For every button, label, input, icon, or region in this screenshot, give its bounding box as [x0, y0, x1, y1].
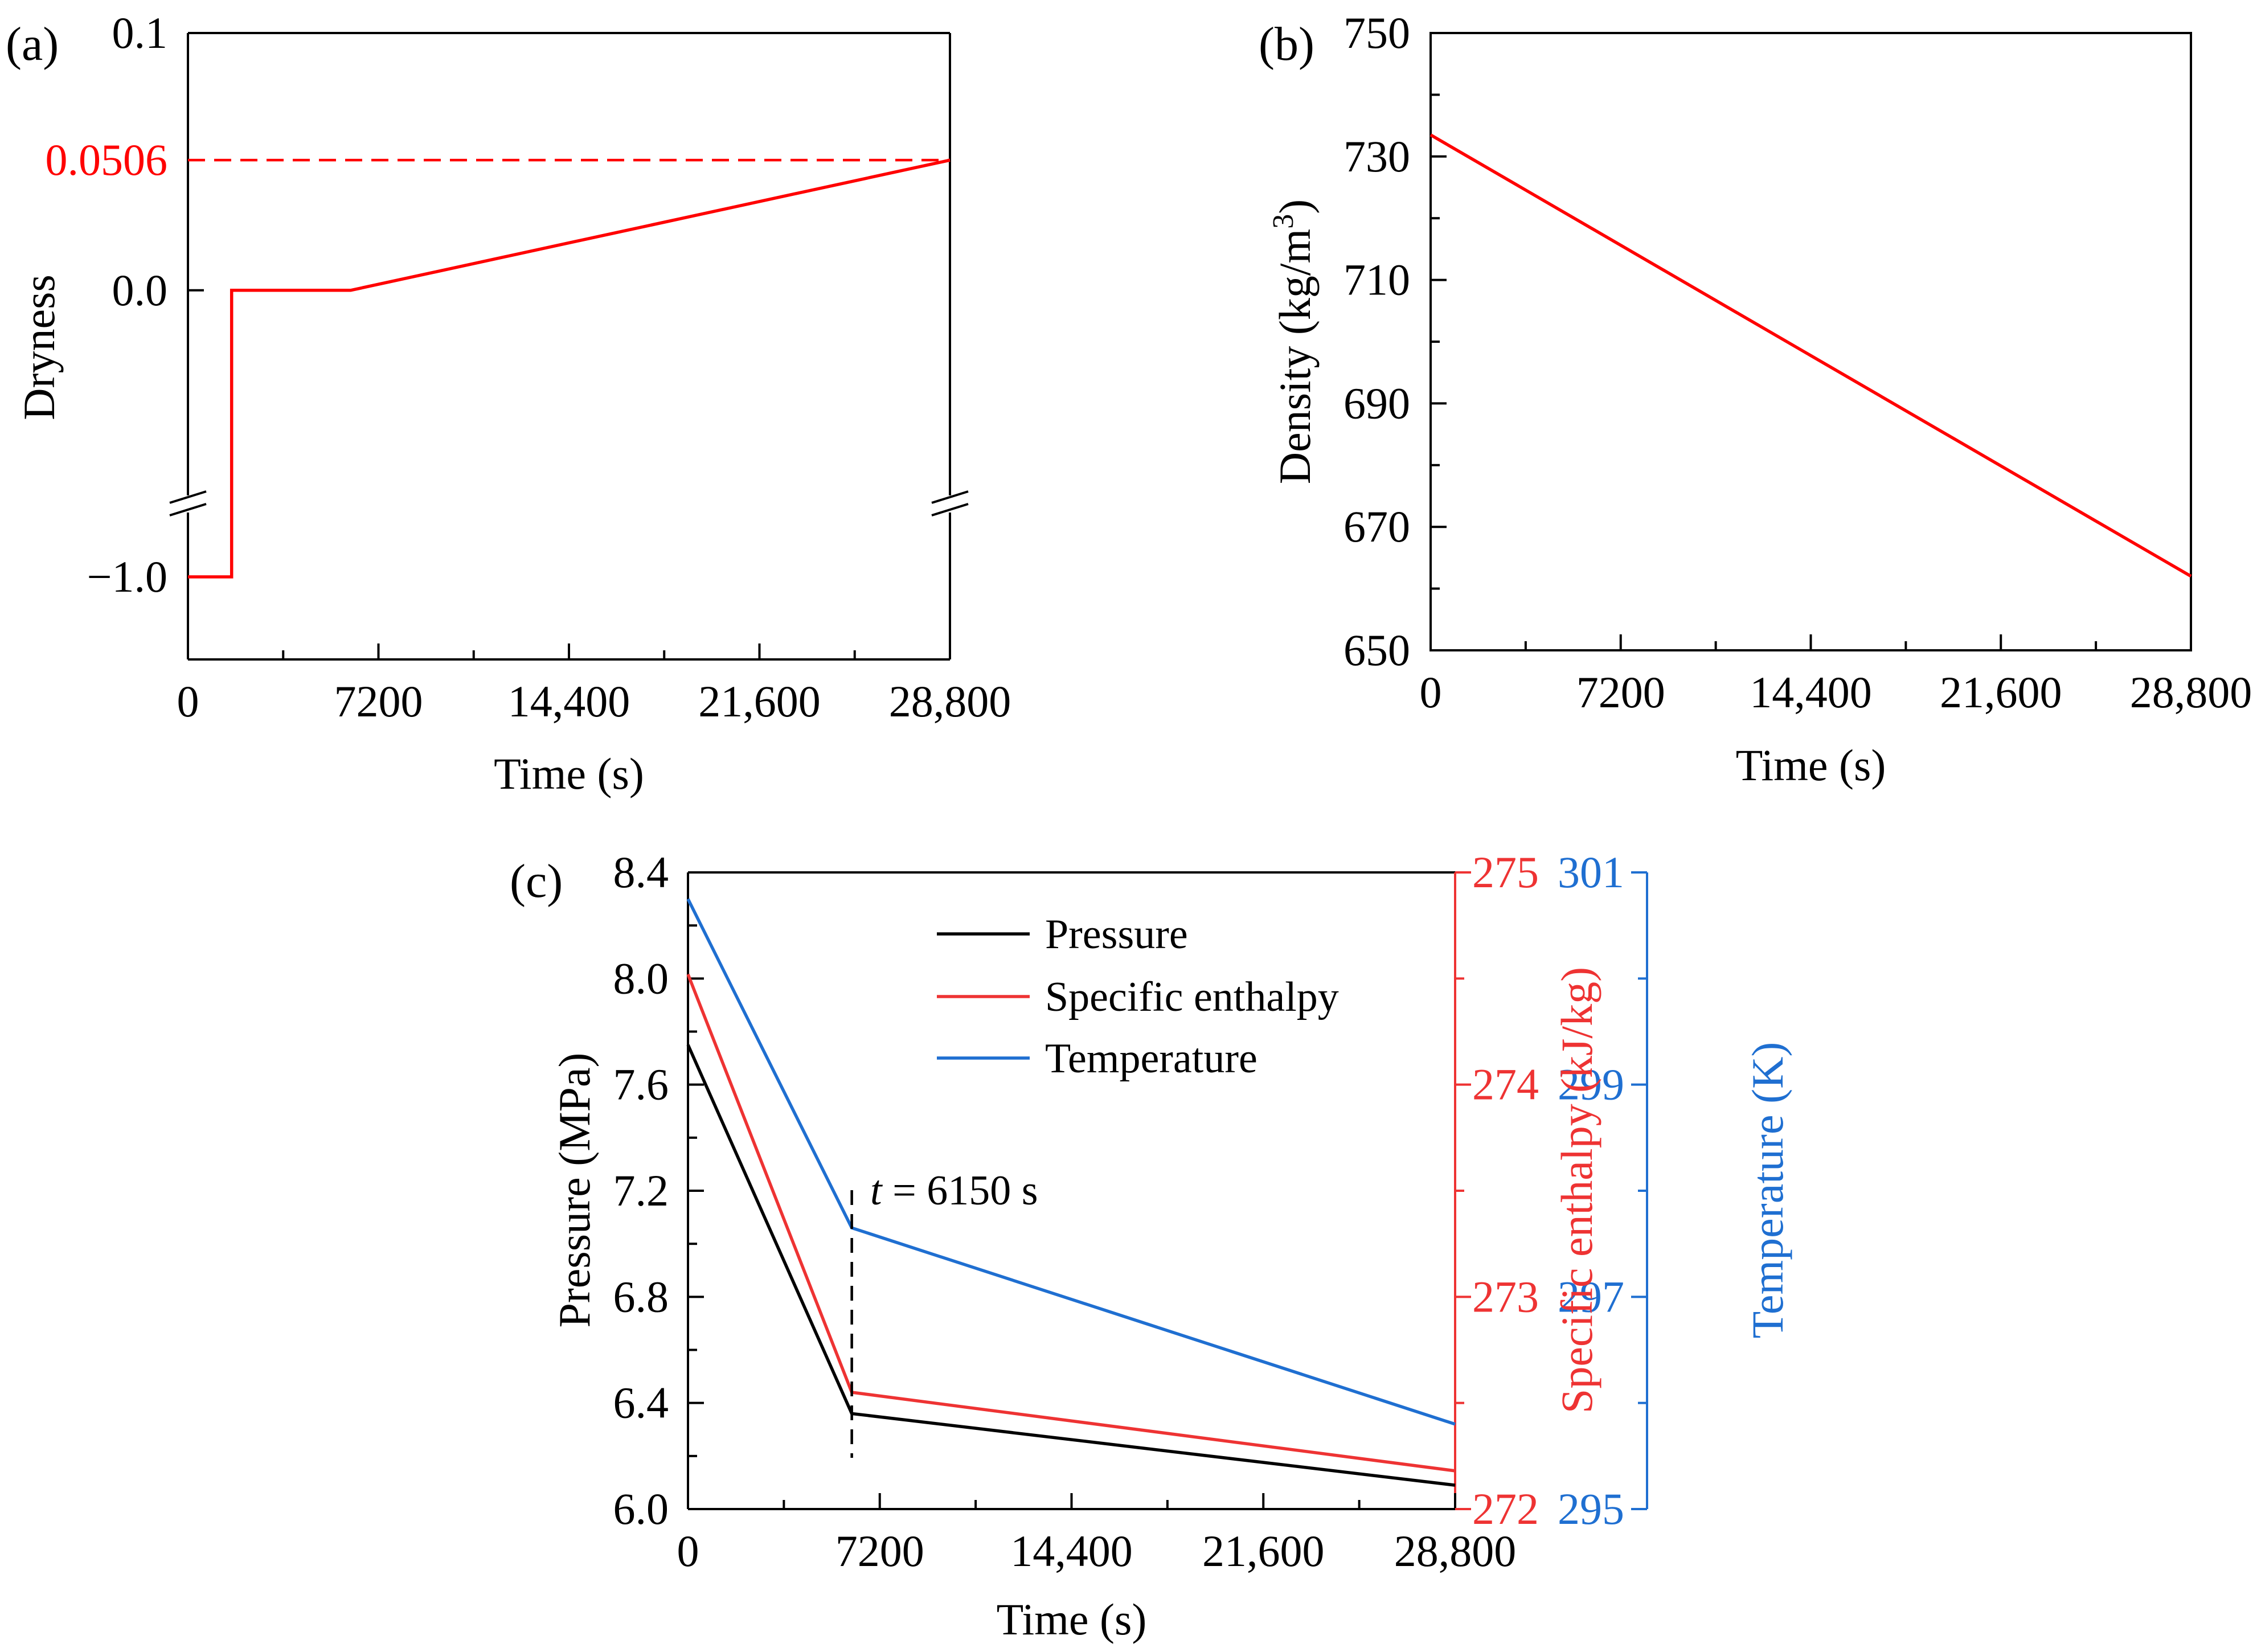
pressure-tick-label: 7.6	[613, 1060, 669, 1109]
x-tick-label: 21,600	[1940, 667, 2062, 717]
annotation-label: t = 6150 s	[870, 1167, 1038, 1214]
y-tick-label: 670	[1343, 502, 1410, 551]
panel-b-frame	[1429, 32, 2192, 651]
enthalpy-tick-label: 275	[1472, 847, 1539, 897]
annotation-value: = 6150 s	[882, 1167, 1038, 1214]
panel-label-c: (c)	[510, 855, 563, 908]
density-line	[1429, 133, 2192, 578]
x-axis-title: Time (s)	[1736, 740, 1886, 790]
temperature-tick-label: 295	[1558, 1484, 1624, 1534]
axis-break-mark	[931, 503, 969, 516]
x-tick-label: 14,400	[508, 677, 630, 726]
temperature-tick-label: 301	[1558, 847, 1624, 897]
x-tick-label: 21,600	[1202, 1526, 1325, 1576]
enthalpy-tick-label: 272	[1472, 1484, 1539, 1534]
pressure-axis-title: Pressure (MPa)	[550, 1052, 599, 1327]
x-tick-label: 0	[1420, 667, 1442, 717]
pressure-tick-label: 7.2	[613, 1166, 669, 1215]
y-axis-title-close: )	[1270, 199, 1320, 214]
annotation-italic-t: t	[870, 1167, 883, 1214]
x-tick-label: 7200	[835, 1526, 924, 1576]
enthalpy-axis-title: Specific enthalpy (kJ/kg)	[1552, 967, 1601, 1413]
x-tick-label: 28,800	[1394, 1526, 1517, 1576]
x-tick-label: 7200	[334, 677, 423, 726]
pressure-tick-label: 6.0	[613, 1484, 669, 1534]
x-tick-label: 0	[677, 1526, 699, 1576]
temperature-axis-title: Temperature (K)	[1743, 1042, 1792, 1339]
y-tick-label: 0.0	[112, 265, 168, 315]
x-tick-label: 7200	[1576, 667, 1665, 717]
legend-entry: Pressure	[1045, 911, 1188, 958]
x-axis-title: Time (s)	[997, 1594, 1147, 1644]
panel-b: 0 7200 14,400 21,600 28,800 650 670 690 710 730 75…	[1259, 8, 2252, 790]
x-tick-label: 28,800	[889, 677, 1011, 726]
pressure-tick-label: 6.8	[613, 1272, 669, 1321]
y-tick-label: −1.0	[87, 552, 168, 601]
y-axis-title: Dryness	[14, 274, 64, 420]
panel-a: 0 7200 14,400 21,600 28,800 −1.0 0.0 0.1 0.0506 T…	[6, 8, 1011, 798]
axis-break-mark	[169, 503, 207, 516]
pressure-tick-label: 8.4	[613, 847, 669, 897]
panel-c: 0 7200 14,400 21,600 28,800 6.0 6.4 6.8 7.2 7.6 8.…	[510, 847, 1792, 1644]
pressure-tick-label: 8.0	[613, 953, 669, 1003]
legend-entry: Specific enthalpy	[1045, 974, 1339, 1020]
x-tick-label: 14,400	[1750, 667, 1872, 717]
x-tick-label: 21,600	[698, 677, 821, 726]
y-tick-label: 690	[1343, 378, 1410, 428]
panel-label-b: (b)	[1259, 18, 1314, 71]
enthalpy-tick-label: 273	[1472, 1272, 1539, 1321]
enthalpy-tick-label: 274	[1472, 1060, 1539, 1109]
x-axis-title: Time (s)	[494, 749, 644, 798]
y-tick-label: 730	[1343, 132, 1410, 181]
x-tick-label: 14,400	[1010, 1526, 1133, 1576]
y-axis-title: Density (kg/m3)	[1267, 199, 1320, 484]
reference-line-label: 0.0506	[46, 135, 168, 185]
axis-break-mark	[169, 490, 207, 504]
dryness-line	[188, 158, 951, 579]
legend-entry: Temperature	[1045, 1035, 1257, 1082]
panel-label-a: (a)	[6, 18, 59, 71]
y-tick-label: 750	[1343, 8, 1410, 58]
temperature-tick-label: 297	[1558, 1272, 1624, 1321]
x-tick-label: 28,800	[2130, 667, 2252, 717]
axis-break-mark	[931, 490, 969, 504]
y-tick-label: 650	[1343, 625, 1410, 675]
y-tick-label: 0.1	[112, 8, 168, 58]
x-tick-label: 0	[177, 677, 199, 726]
y-tick-label: 710	[1343, 255, 1410, 305]
temperature-tick-label: 299	[1558, 1060, 1624, 1109]
y-axis-title-superscript: 3	[1267, 214, 1300, 229]
y-axis-title-text: Density (kg/m	[1270, 229, 1320, 484]
pressure-tick-label: 6.4	[613, 1378, 669, 1428]
